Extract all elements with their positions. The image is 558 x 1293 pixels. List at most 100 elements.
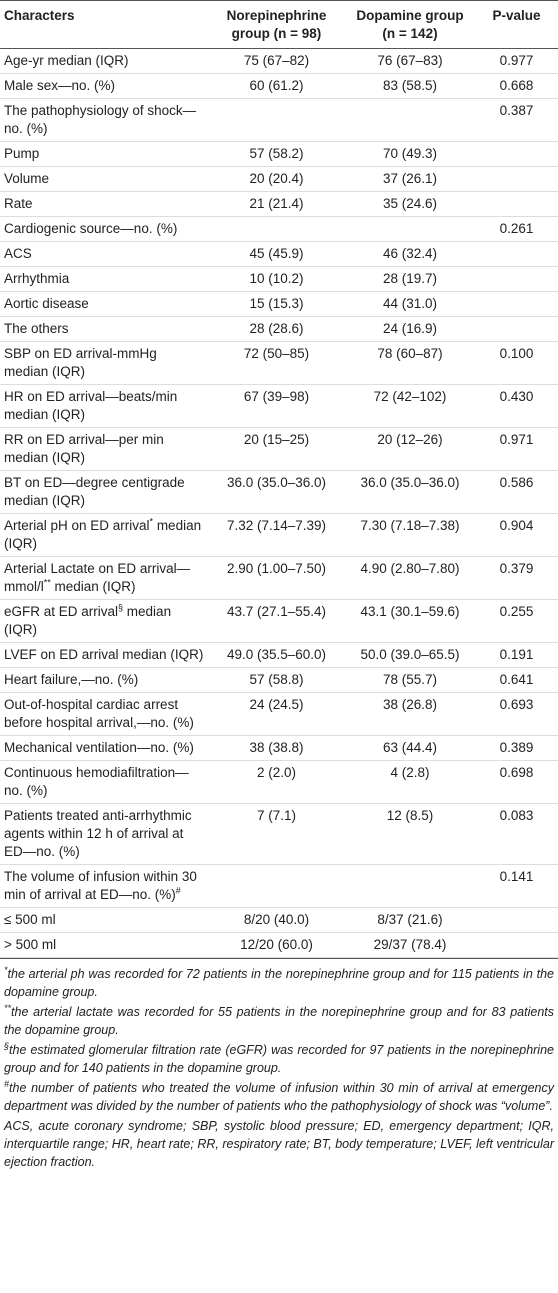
cell-text: 28 (19.7) — [382, 271, 438, 286]
value-cell: 57 (58.2) — [208, 141, 345, 167]
cell-text: 0.387 — [499, 103, 534, 118]
value-cell: 72 (42–102) — [345, 384, 475, 428]
table-row: HR on ED arrival—beats/min median (IQR) 6… — [0, 384, 558, 428]
value-cell — [345, 864, 475, 908]
value-cell: 0.389 — [475, 735, 558, 761]
value-cell: 4 (2.8) — [345, 760, 475, 804]
value-cell: 20 (20.4) — [208, 166, 345, 192]
cell-text: 0.255 — [499, 604, 534, 619]
footnote: §the estimated glomerular filtration rat… — [4, 1041, 554, 1077]
value-cell: 20 (15–25) — [208, 427, 345, 471]
value-cell: 0.255 — [475, 599, 558, 643]
value-cell — [208, 864, 345, 908]
cell-text: > 500 ml — [4, 937, 57, 952]
value-cell: 0.141 — [475, 864, 558, 908]
footnote-mark: ** — [4, 1002, 12, 1013]
cell-text: 0.191 — [499, 647, 534, 662]
cell-text: 83 (58.5) — [382, 78, 438, 93]
value-cell: 36.0 (35.0–36.0) — [208, 470, 345, 514]
cell-text: 78 (60–87) — [377, 346, 443, 361]
cell-text: 2 (2.0) — [256, 765, 297, 780]
cell-text: RR on ED arrival—per min median (IQR) — [4, 432, 164, 465]
table-row: Cardiogenic source—no. (%) 0.261 — [0, 216, 558, 242]
table-body: Age-yr median (IQR) 75 (67–82) 76 (67–83) 0… — [0, 48, 558, 958]
cell-text: 0.141 — [499, 869, 534, 884]
label-cell: RR on ED arrival—per min median (IQR) — [0, 427, 208, 471]
table-row: LVEF on ED arrival median (IQR) 49.0 (35.… — [0, 642, 558, 668]
footnote: ACS, acute coronary syndrome; SBP, systo… — [4, 1117, 554, 1171]
label-cell: HR on ED arrival—beats/min median (IQR) — [0, 384, 208, 428]
cell-text: median (IQR) — [4, 604, 172, 637]
cell-text: Pump — [4, 146, 40, 161]
value-cell: 0.668 — [475, 73, 558, 99]
cell-text: 20 (12–26) — [377, 432, 443, 447]
cell-text: Arrhythmia — [4, 271, 70, 286]
value-cell: 45 (45.9) — [208, 241, 345, 267]
label-cell: eGFR at ED arrival§ median (IQR) — [0, 599, 208, 643]
label-cell: Arrhythmia — [0, 266, 208, 292]
table-row: Pump 57 (58.2) 70 (49.3) — [0, 141, 558, 167]
value-cell: 0.379 — [475, 556, 558, 600]
label-cell: Male sex—no. (%) — [0, 73, 208, 99]
cell-text: 12 (8.5) — [386, 808, 434, 823]
cell-text: Heart failure,—no. (%) — [4, 672, 139, 687]
table-row: Continuous hemodiafiltration—no. (%) 2 (2… — [0, 760, 558, 804]
cell-text: median (IQR) — [50, 579, 136, 594]
cell-text: 0.430 — [499, 389, 534, 404]
footnote-text: the arterial lactate was recorded for 55… — [4, 1005, 554, 1037]
table-row: SBP on ED arrival-mmHg median (IQR) 72 (5… — [0, 341, 558, 385]
cell-text: Cardiogenic source—no. (%) — [4, 221, 178, 236]
cell-text: 0.977 — [499, 53, 534, 68]
value-cell — [475, 932, 558, 958]
value-cell: 2 (2.0) — [208, 760, 345, 804]
table-row: ACS 45 (45.9) 46 (32.4) — [0, 241, 558, 267]
value-cell: 29/37 (78.4) — [345, 932, 475, 958]
value-cell: 24 (16.9) — [345, 316, 475, 342]
value-cell — [475, 266, 558, 292]
table-row: eGFR at ED arrival§ median (IQR) 43.7 (27… — [0, 599, 558, 643]
cell-text: 4.90 (2.80–7.80) — [360, 561, 460, 576]
table-row: Mechanical ventilation—no. (%) 38 (38.8) 6… — [0, 735, 558, 761]
cell-text: Arterial Lactate on ED arrival—mmol/l — [4, 561, 191, 594]
label-cell: Age-yr median (IQR) — [0, 48, 208, 74]
cell-text: 12/20 (60.0) — [240, 937, 313, 952]
cell-text: median (IQR) — [4, 518, 202, 551]
label-cell: ≤ 500 ml — [0, 907, 208, 933]
cell-text: 0.100 — [499, 346, 534, 361]
footnote-mark: # — [4, 1078, 10, 1089]
table-row: RR on ED arrival—per min median (IQR) 20 … — [0, 427, 558, 471]
value-cell — [475, 291, 558, 317]
table-row: Aortic disease 15 (15.3) 44 (31.0) — [0, 291, 558, 317]
footnote: *the arterial ph was recorded for 72 pat… — [4, 965, 554, 1001]
value-cell: 0.083 — [475, 803, 558, 865]
label-cell: Patients treated anti-arrhythmic agents … — [0, 803, 208, 865]
cell-text: SBP on ED arrival-mmHg median (IQR) — [4, 346, 157, 379]
table-row: The volume of infusion within 30 min of … — [0, 864, 558, 908]
cell-text: The others — [4, 321, 69, 336]
cell-text: 0.904 — [499, 518, 534, 533]
cell-text: 49.0 (35.5–60.0) — [226, 647, 327, 662]
value-cell: 75 (67–82) — [208, 48, 345, 74]
cell-text: 75 (67–82) — [243, 53, 310, 68]
cell-text: 24 (24.5) — [249, 697, 304, 712]
cell-text: 0.083 — [499, 808, 534, 823]
cell-text: 43.1 (30.1–59.6) — [360, 604, 460, 619]
value-cell: 7.32 (7.14–7.39) — [208, 513, 345, 557]
label-cell: Pump — [0, 141, 208, 167]
value-cell: 43.7 (27.1–55.4) — [208, 599, 345, 643]
label-cell: The others — [0, 316, 208, 342]
cell-text: 24 (16.9) — [382, 321, 438, 336]
cell-text: 8/20 (40.0) — [243, 912, 310, 927]
cell-text: 36.0 (35.0–36.0) — [226, 475, 327, 490]
cell-text: Aortic disease — [4, 296, 89, 311]
table-row: Male sex—no. (%) 60 (61.2) 83 (58.5) 0.668 — [0, 73, 558, 99]
table-row: Arterial Lactate on ED arrival—mmol/l** … — [0, 556, 558, 600]
value-cell: 15 (15.3) — [208, 291, 345, 317]
header-cell: Norepinephrine group (n = 98) — [208, 0, 345, 49]
label-cell: The volume of infusion within 30 min of … — [0, 864, 208, 908]
cell-text: Patients treated anti-arrhythmic agents … — [4, 808, 192, 859]
cell-text: 15 (15.3) — [249, 296, 304, 311]
value-cell: 38 (38.8) — [208, 735, 345, 761]
table-row: Patients treated anti-arrhythmic agents … — [0, 803, 558, 865]
cell-text: 7.32 (7.14–7.39) — [226, 518, 327, 533]
